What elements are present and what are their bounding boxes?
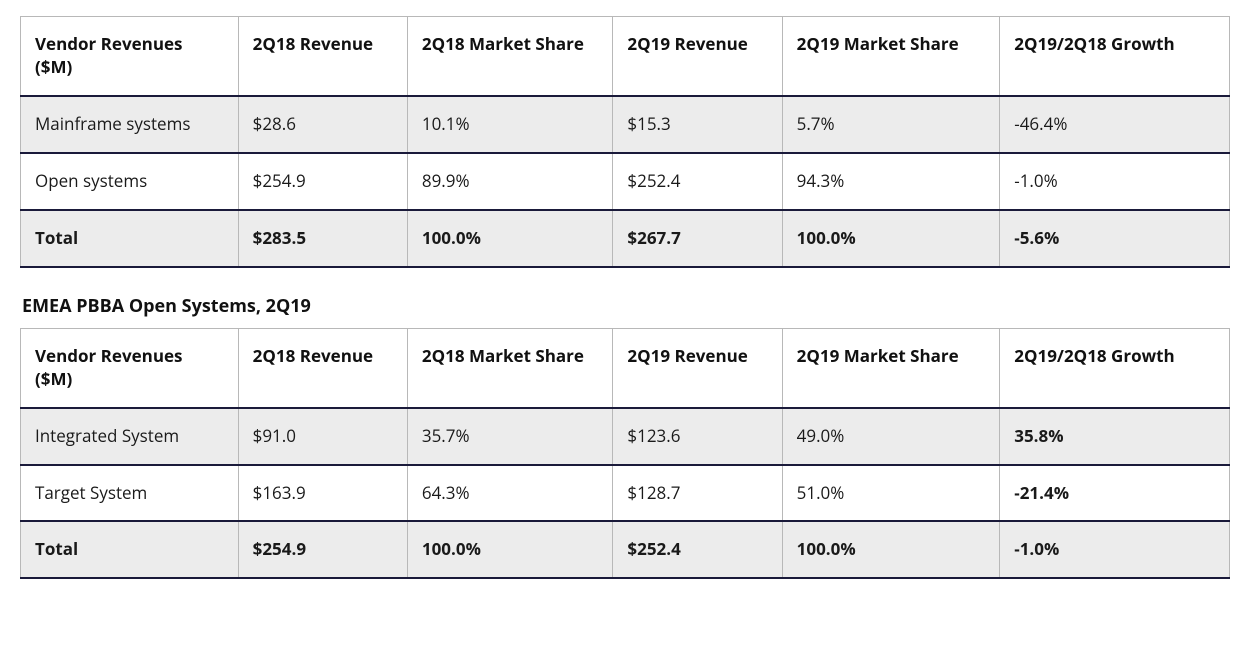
table-cell: -5.6%	[1000, 210, 1230, 267]
col-header-rev18: 2Q18 Revenue	[238, 328, 407, 407]
table-cell: $252.4	[613, 153, 782, 210]
col-header-share19: 2Q19 Market Share	[782, 17, 1000, 96]
table-cell: 100.0%	[407, 210, 613, 267]
table-cell: -21.4%	[1000, 465, 1230, 522]
table-row: Integrated System$91.035.7%$123.649.0%35…	[21, 408, 1230, 465]
table-header-row: Vendor Revenues ($M) 2Q18 Revenue 2Q18 M…	[21, 17, 1230, 96]
col-header-share19: 2Q19 Market Share	[782, 328, 1000, 407]
table-row: Total$283.5100.0%$267.7100.0%-5.6%	[21, 210, 1230, 267]
table-cell: -1.0%	[1000, 521, 1230, 578]
table-cell: Total	[21, 210, 239, 267]
revenue-table-2: Vendor Revenues ($M) 2Q18 Revenue 2Q18 M…	[20, 328, 1230, 580]
table-cell: $254.9	[238, 521, 407, 578]
table-cell: 89.9%	[407, 153, 613, 210]
table-cell: -46.4%	[1000, 96, 1230, 153]
section-title-open-systems: EMEA PBBA Open Systems, 2Q19	[22, 294, 1230, 318]
table-cell: $28.6	[238, 96, 407, 153]
table-cell: 51.0%	[782, 465, 1000, 522]
table1-body: Mainframe systems$28.610.1%$15.35.7%-46.…	[21, 96, 1230, 267]
col-header-growth: 2Q19/2Q18 Growth	[1000, 17, 1230, 96]
table-cell: -1.0%	[1000, 153, 1230, 210]
col-header-rev19: 2Q19 Revenue	[613, 17, 782, 96]
table-cell: $252.4	[613, 521, 782, 578]
table-row: Mainframe systems$28.610.1%$15.35.7%-46.…	[21, 96, 1230, 153]
table-cell: Open systems	[21, 153, 239, 210]
col-header-vendor: Vendor Revenues ($M)	[21, 328, 239, 407]
col-header-share18: 2Q18 Market Share	[407, 328, 613, 407]
table-cell: $15.3	[613, 96, 782, 153]
table-cell: 100.0%	[407, 521, 613, 578]
table-cell: $128.7	[613, 465, 782, 522]
col-header-share18: 2Q18 Market Share	[407, 17, 613, 96]
table-cell: 64.3%	[407, 465, 613, 522]
table-cell: Integrated System	[21, 408, 239, 465]
table-cell: 10.1%	[407, 96, 613, 153]
table-cell: 94.3%	[782, 153, 1000, 210]
table-cell: 100.0%	[782, 210, 1000, 267]
col-header-rev19: 2Q19 Revenue	[613, 328, 782, 407]
table-cell: $91.0	[238, 408, 407, 465]
table2-body: Integrated System$91.035.7%$123.649.0%35…	[21, 408, 1230, 579]
table-row: Total$254.9100.0%$252.4100.0%-1.0%	[21, 521, 1230, 578]
table-cell: $267.7	[613, 210, 782, 267]
table-cell: $283.5	[238, 210, 407, 267]
table-header-row: Vendor Revenues ($M) 2Q18 Revenue 2Q18 M…	[21, 328, 1230, 407]
table-row: Target System$163.964.3%$128.751.0%-21.4…	[21, 465, 1230, 522]
table-cell: 5.7%	[782, 96, 1000, 153]
table-cell: $254.9	[238, 153, 407, 210]
table-cell: 49.0%	[782, 408, 1000, 465]
table-cell: 35.8%	[1000, 408, 1230, 465]
table-cell: $163.9	[238, 465, 407, 522]
revenue-table-1: Vendor Revenues ($M) 2Q18 Revenue 2Q18 M…	[20, 16, 1230, 268]
table-cell: Total	[21, 521, 239, 578]
table-cell: 100.0%	[782, 521, 1000, 578]
table-cell: Target System	[21, 465, 239, 522]
table-row: Open systems$254.989.9%$252.494.3%-1.0%	[21, 153, 1230, 210]
col-header-growth: 2Q19/2Q18 Growth	[1000, 328, 1230, 407]
table-cell: 35.7%	[407, 408, 613, 465]
col-header-vendor: Vendor Revenues ($M)	[21, 17, 239, 96]
table-cell: $123.6	[613, 408, 782, 465]
col-header-rev18: 2Q18 Revenue	[238, 17, 407, 96]
table-cell: Mainframe systems	[21, 96, 239, 153]
